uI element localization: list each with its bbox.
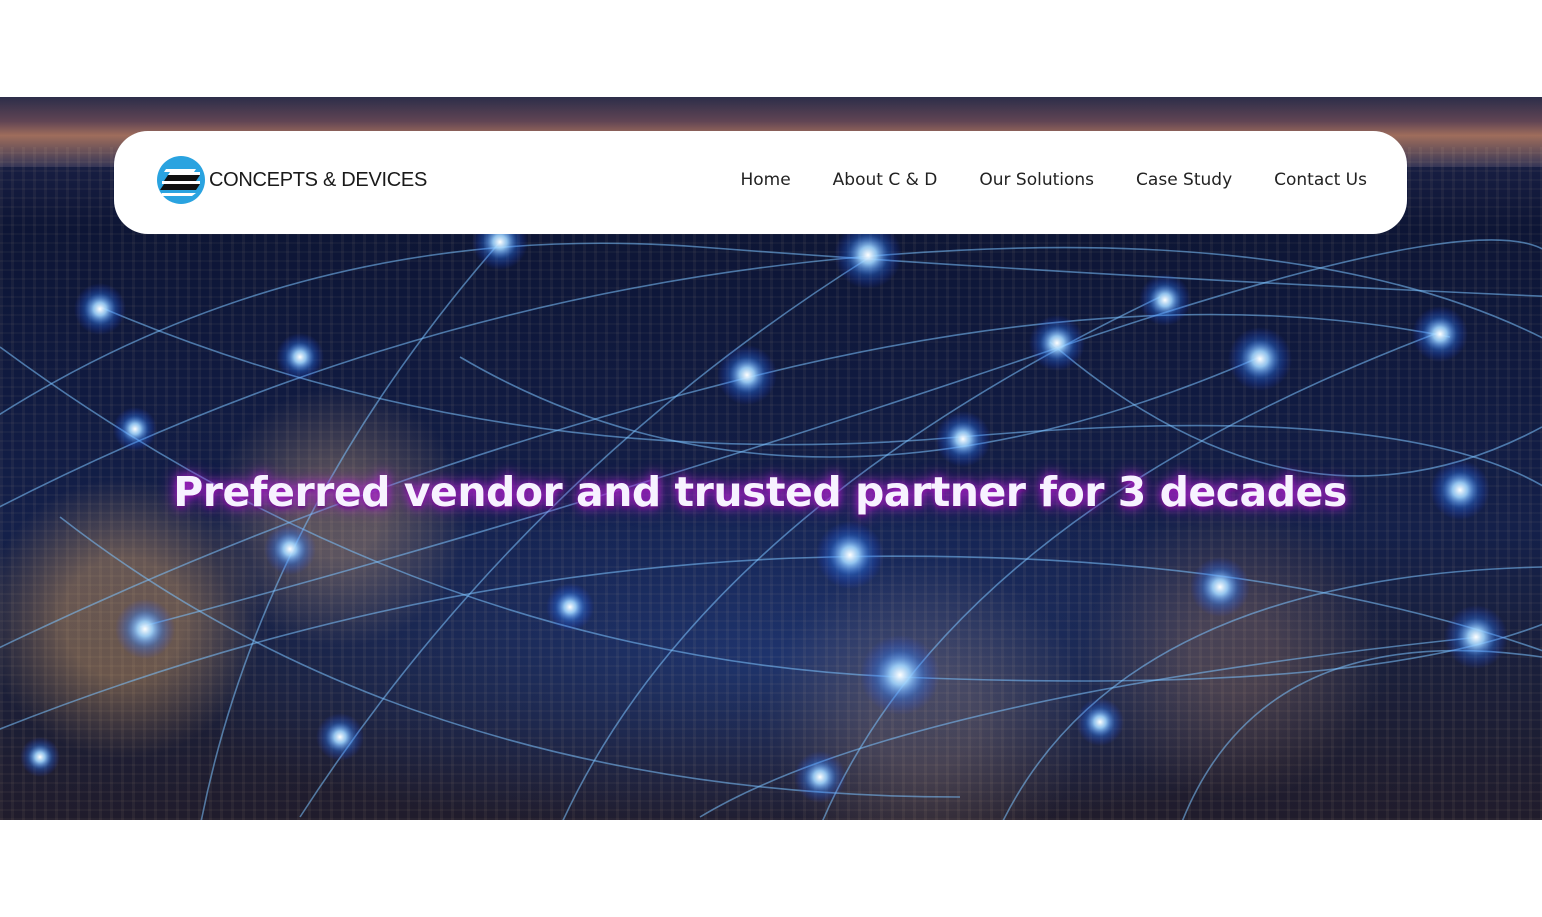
nav-our-solutions[interactable]: Our Solutions (979, 170, 1095, 190)
main-nav: Home About C & D Our Solutions Case Stud… (740, 170, 1367, 190)
brand-name: CONCEPTS & DEVICES (209, 168, 427, 191)
globe-logo-icon (157, 156, 205, 204)
nav-contact-us[interactable]: Contact Us (1274, 170, 1367, 190)
nav-home[interactable]: Home (740, 170, 791, 190)
hero-city-lights (0, 147, 1542, 820)
network-overlay (0, 214, 1542, 820)
hero-headline: Preferred vendor and trusted partner for… (173, 468, 1347, 516)
nav-about[interactable]: About C & D (832, 170, 938, 190)
brand-logo[interactable]: CONCEPTS & DEVICES (156, 153, 427, 207)
top-navbar: CONCEPTS & DEVICES Home About C & D Our … (114, 131, 1407, 234)
nav-case-study[interactable]: Case Study (1136, 170, 1233, 190)
